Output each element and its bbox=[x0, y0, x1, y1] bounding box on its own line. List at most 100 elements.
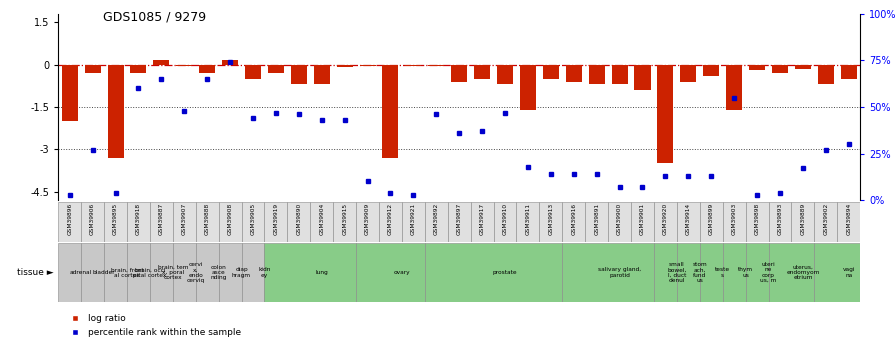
Bar bbox=[452, 65, 467, 81]
Text: GSM39912: GSM39912 bbox=[388, 203, 393, 235]
Text: adrenal: adrenal bbox=[70, 270, 92, 275]
Text: GSM39906: GSM39906 bbox=[90, 203, 95, 235]
Bar bbox=[268, 65, 284, 73]
Text: brain, tem
x, poral
cortex: brain, tem x, poral cortex bbox=[158, 265, 188, 280]
Text: kidn
ey: kidn ey bbox=[258, 267, 271, 278]
Text: bladder: bladder bbox=[93, 270, 116, 275]
Bar bbox=[337, 65, 353, 67]
Bar bbox=[405, 65, 421, 66]
Bar bbox=[474, 65, 490, 79]
Bar bbox=[585, 202, 608, 242]
Legend: log ratio, percentile rank within the sample: log ratio, percentile rank within the sa… bbox=[63, 311, 245, 341]
Text: stom
ach,
fund
us: stom ach, fund us bbox=[693, 262, 707, 283]
Bar bbox=[195, 243, 219, 302]
Text: GSM39908: GSM39908 bbox=[228, 203, 233, 235]
Bar bbox=[177, 65, 193, 66]
Text: diap
hragm: diap hragm bbox=[232, 267, 251, 278]
Bar bbox=[772, 65, 788, 73]
Text: GSM39910: GSM39910 bbox=[503, 203, 507, 235]
Bar bbox=[791, 202, 814, 242]
Bar bbox=[222, 60, 238, 65]
Text: uteri
ne
corp
us, m: uteri ne corp us, m bbox=[761, 262, 777, 283]
Text: GSM39893: GSM39893 bbox=[778, 203, 782, 235]
Text: GSM39907: GSM39907 bbox=[182, 203, 186, 235]
Bar bbox=[402, 202, 425, 242]
Bar bbox=[82, 202, 104, 242]
Text: teste
s: teste s bbox=[715, 267, 730, 278]
Bar bbox=[242, 202, 264, 242]
Bar bbox=[173, 202, 195, 242]
Bar bbox=[291, 65, 306, 85]
Text: GSM39902: GSM39902 bbox=[823, 203, 828, 235]
Bar bbox=[723, 243, 745, 302]
Text: GSM39887: GSM39887 bbox=[159, 203, 164, 235]
Bar bbox=[199, 65, 215, 73]
Bar bbox=[589, 65, 605, 85]
Bar bbox=[383, 65, 399, 158]
Text: GSM39889: GSM39889 bbox=[800, 203, 806, 235]
Text: GSM39913: GSM39913 bbox=[548, 203, 554, 235]
Bar bbox=[749, 65, 765, 70]
Bar bbox=[814, 202, 837, 242]
Bar bbox=[634, 65, 650, 90]
Text: cervi
x,
endo
cerviq: cervi x, endo cerviq bbox=[186, 262, 205, 283]
Bar bbox=[448, 202, 470, 242]
Bar bbox=[428, 65, 444, 66]
Bar bbox=[264, 202, 288, 242]
Bar bbox=[356, 202, 379, 242]
Text: GSM39903: GSM39903 bbox=[732, 203, 737, 235]
Bar bbox=[195, 202, 219, 242]
Bar bbox=[108, 65, 124, 158]
Bar bbox=[563, 243, 654, 302]
Text: GSM39909: GSM39909 bbox=[365, 203, 370, 235]
Bar bbox=[608, 202, 631, 242]
Bar bbox=[795, 65, 811, 69]
Bar bbox=[769, 243, 814, 302]
Bar bbox=[131, 65, 146, 73]
Text: GSM39888: GSM39888 bbox=[204, 203, 210, 235]
Bar bbox=[150, 202, 173, 242]
Bar bbox=[543, 65, 559, 79]
Bar bbox=[359, 65, 375, 66]
Bar bbox=[310, 202, 333, 242]
Bar bbox=[219, 202, 242, 242]
Bar bbox=[676, 202, 700, 242]
Text: GDS1085 / 9279: GDS1085 / 9279 bbox=[103, 10, 206, 23]
Bar bbox=[520, 65, 536, 110]
Bar bbox=[837, 202, 860, 242]
Text: colon
asce
nding: colon asce nding bbox=[211, 265, 227, 280]
Text: prostate: prostate bbox=[493, 270, 517, 275]
Text: GSM39915: GSM39915 bbox=[342, 203, 347, 235]
Text: GSM39914: GSM39914 bbox=[685, 203, 691, 235]
Bar bbox=[127, 202, 150, 242]
Bar bbox=[516, 202, 539, 242]
Bar bbox=[127, 243, 150, 302]
Bar bbox=[612, 65, 627, 85]
Text: GSM39896: GSM39896 bbox=[67, 203, 73, 235]
Text: uterus,
endomyom
etrium: uterus, endomyom etrium bbox=[786, 265, 820, 280]
Bar bbox=[700, 202, 723, 242]
Text: GSM39900: GSM39900 bbox=[617, 203, 622, 235]
Text: GSM39918: GSM39918 bbox=[136, 203, 141, 235]
Bar bbox=[153, 60, 169, 65]
Bar bbox=[104, 202, 127, 242]
Bar bbox=[84, 65, 100, 73]
Bar bbox=[654, 243, 676, 302]
Text: GSM39917: GSM39917 bbox=[479, 203, 485, 235]
Bar bbox=[563, 202, 585, 242]
Bar bbox=[680, 65, 696, 81]
Bar bbox=[539, 202, 563, 242]
Bar bbox=[82, 243, 104, 302]
Text: GSM39894: GSM39894 bbox=[846, 203, 851, 235]
Text: GSM39890: GSM39890 bbox=[297, 203, 301, 235]
Bar bbox=[654, 202, 676, 242]
Bar bbox=[723, 202, 745, 242]
Bar bbox=[288, 202, 310, 242]
Text: GSM39911: GSM39911 bbox=[525, 203, 530, 235]
Bar bbox=[333, 202, 356, 242]
Text: ovary: ovary bbox=[393, 270, 410, 275]
Text: GSM39895: GSM39895 bbox=[113, 203, 118, 235]
Text: GSM39905: GSM39905 bbox=[251, 203, 255, 235]
Text: GSM39916: GSM39916 bbox=[572, 203, 576, 235]
Bar bbox=[658, 65, 674, 164]
